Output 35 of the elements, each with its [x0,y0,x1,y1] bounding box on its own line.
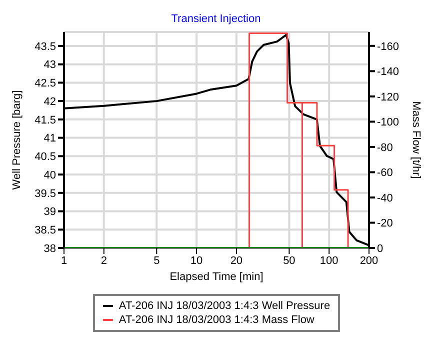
y2-tick-label: -20 [377,218,393,230]
y2-tick-label: -100 [377,116,400,129]
x-tick-label: 10 [190,254,203,267]
x-tick-label: 20 [230,254,243,267]
x-tick-label: 100 [320,254,338,267]
y2-tick-label: -40 [377,192,393,204]
y-tick-label: 38 [44,242,56,255]
x-tick-label: 2 [100,254,107,267]
y2-tick-label: -80 [377,142,393,154]
x-axis-title: Elapsed Time [min] [170,271,264,283]
x-tick-label: 1 [60,254,68,267]
y2-tick-label: -120 [377,91,400,104]
y-tick-label: 43.5 [34,40,56,53]
y-tick-label: 39.5 [34,188,56,200]
legend-label: AT-206 INJ 18/03/2003 1:4:3 Well Pressure [118,299,330,313]
y-axis-title: Well Pressure [barg] [10,90,23,190]
y-tick-label: 42.5 [34,78,56,90]
y-tick-label: 40.5 [34,151,56,164]
x-tick-label: 5 [154,254,160,267]
y-tick-label: 43 [44,59,56,72]
y2-axis-title: Mass Flow [t/hr] [410,101,422,179]
y-tick-label: 40 [44,169,56,182]
y2-tick-label: -140 [377,66,400,78]
legend-label: AT-206 INJ 18/03/2003 1:4:3 Mass Flow [118,313,314,327]
y2-tick-label: 0 [377,242,384,255]
x-tick-label: 50 [283,254,296,267]
y2-tick-label: -160 [377,40,400,53]
y2-tick-label: -60 [377,167,393,180]
y-tick-label: 41.5 [34,114,56,126]
x-tick-label: 200 [360,254,378,267]
y-tick-label: 39 [44,206,56,218]
y-tick-label: 38.5 [34,224,56,237]
y-tick-label: 42 [44,96,56,108]
y-tick-label: 41 [44,132,56,145]
chart-title: Transient Injection [171,13,261,25]
